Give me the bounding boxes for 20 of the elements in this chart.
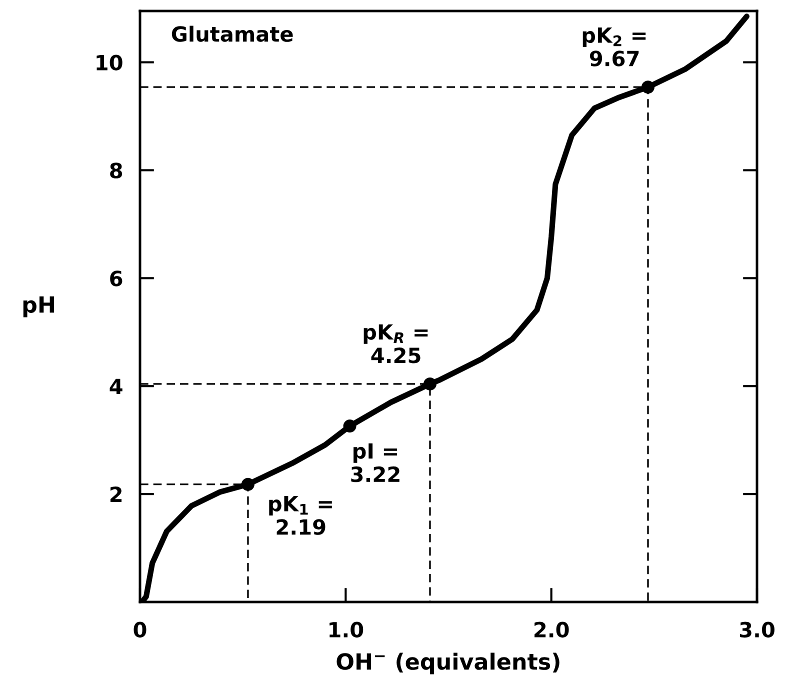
x-tick-label: 1.0 [330, 622, 364, 638]
y-axis-title: pH [23, 296, 54, 318]
text: Glutamate [172, 26, 293, 42]
annotation: pK$_{R}$ = 4.25 [364, 324, 428, 364]
y-tick-label: 2 [110, 486, 122, 502]
x-tick-label: 2.0 [534, 622, 569, 638]
x-tick-label: 3.0 [740, 622, 774, 638]
x-axis-title: OH$^{−}$ (equivalents) [336, 652, 560, 674]
annotation: pK$_{2}$ = 9.67 [582, 28, 646, 66]
y-tick-label: 8 [110, 162, 122, 178]
y-tick-label: 10 [96, 54, 122, 70]
annotation: pI = 3.22 [351, 443, 400, 482]
x-tick-label: 0 [134, 622, 146, 638]
point [343, 420, 356, 433]
y-tick-label: 4 [110, 378, 122, 394]
point [241, 478, 254, 491]
annotation: pK$_{1}$ = 2.19 [269, 496, 332, 535]
point [423, 377, 436, 390]
y-tick-label: 6 [110, 270, 122, 286]
point [641, 80, 654, 94]
